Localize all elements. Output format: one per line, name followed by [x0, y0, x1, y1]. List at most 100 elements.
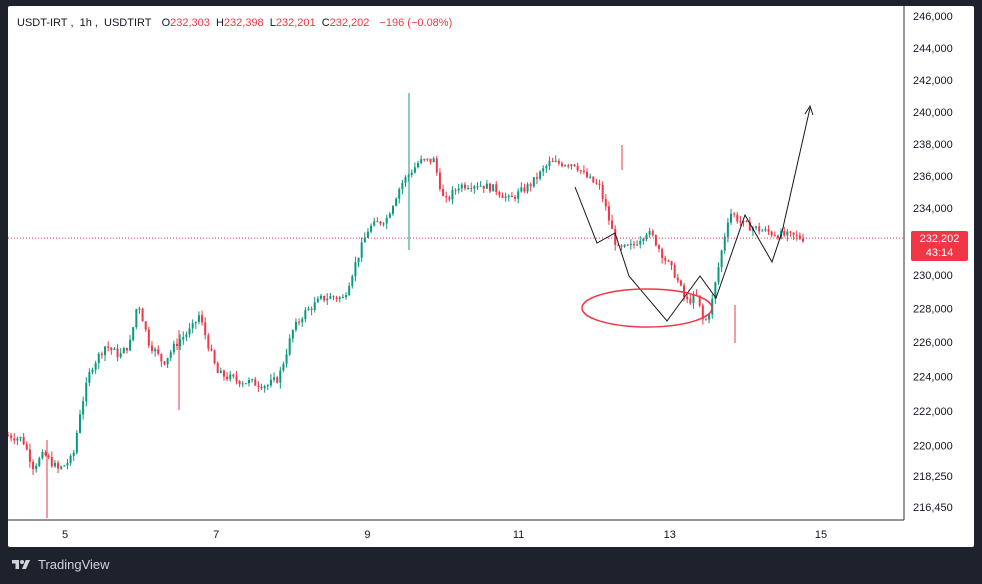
candle-body — [348, 286, 351, 296]
brand-name: TradingView — [38, 557, 110, 572]
candle-body — [401, 182, 404, 190]
candle-body — [332, 296, 335, 298]
candle-body — [442, 188, 445, 197]
candle-body — [420, 159, 423, 164]
candle-body — [701, 305, 704, 320]
candle-body — [182, 337, 185, 340]
candle-body — [232, 374, 235, 377]
candle-body — [470, 188, 473, 190]
candle-body — [573, 164, 576, 167]
candle-body — [82, 401, 85, 415]
bar-countdown: 43:14 — [925, 247, 954, 259]
candle-body — [160, 353, 163, 362]
candle-body — [50, 457, 53, 467]
candle-body — [129, 339, 132, 351]
candle-body — [495, 184, 498, 193]
candle-body — [733, 213, 736, 215]
candle-body — [226, 376, 229, 380]
candle-body — [438, 172, 441, 189]
candle-body — [163, 361, 166, 365]
symbol-label[interactable]: USDT-IRT — [17, 17, 68, 29]
candle-body — [316, 298, 319, 303]
candle-body — [582, 170, 585, 172]
candle-body — [551, 161, 554, 163]
candle-body — [144, 321, 147, 330]
high-label: H — [215, 17, 224, 29]
candle-body — [723, 236, 726, 251]
y-tick-label: 216,450 — [913, 502, 953, 514]
candle-body — [457, 188, 460, 191]
candle-body — [38, 458, 41, 466]
y-tick-label: 240,000 — [913, 107, 953, 119]
candle-body — [279, 370, 282, 383]
candle-body — [388, 213, 391, 218]
candle-body — [755, 226, 758, 228]
candle-body — [742, 220, 745, 222]
candle-body — [607, 206, 610, 221]
candle-body — [41, 452, 44, 459]
candle-body — [589, 176, 592, 178]
candle-body — [323, 295, 326, 301]
candle-body — [795, 234, 798, 236]
candle-body — [138, 308, 141, 310]
candle-body — [529, 184, 532, 187]
candle-body — [485, 183, 488, 189]
candle-body — [57, 462, 60, 469]
chart-canvas[interactable]: 246,000 244,000 242,000 240,000 238,000 236,0… — [8, 6, 974, 547]
y-tick-label: 244,000 — [913, 43, 953, 55]
candle-body — [510, 195, 513, 197]
y-tick-label: 234,000 — [913, 203, 953, 215]
candle-body — [282, 363, 285, 371]
candle-body — [467, 188, 470, 190]
candle-body — [460, 184, 463, 189]
x-tick-label: 9 — [364, 529, 370, 541]
candle-body — [548, 161, 551, 166]
candle-body — [313, 302, 316, 310]
candle-body — [632, 243, 635, 245]
candle-body — [366, 231, 369, 238]
candle-body — [298, 321, 301, 323]
x-tick-label: 15 — [815, 529, 827, 541]
candle-body — [341, 297, 344, 299]
interval-label[interactable]: 1h — [79, 17, 92, 29]
candle-body — [802, 238, 804, 242]
chart-header: USDT-IRT, 1h, USDTIRT O232,303 H232,398 … — [17, 17, 453, 29]
close-label: C — [321, 17, 330, 29]
candle-body — [88, 372, 91, 383]
candle-body — [154, 349, 157, 351]
candle-body — [66, 463, 69, 466]
last-price-tag: 232,202 43:14 — [911, 231, 968, 261]
candle-body — [798, 235, 801, 239]
candle-body — [489, 183, 492, 192]
candle-body — [476, 186, 479, 188]
candle-body — [132, 327, 135, 340]
open-value: 232,303 — [170, 17, 210, 29]
candle-body — [8, 435, 9, 437]
candle-body — [354, 262, 357, 277]
candle-body — [166, 357, 169, 365]
candle-body — [185, 334, 188, 338]
candle-body — [141, 308, 144, 322]
candle-body — [22, 437, 25, 445]
y-tick-label: 224,000 — [913, 372, 953, 384]
candle-body — [85, 382, 88, 402]
candle-body — [326, 298, 329, 301]
candle-body — [576, 166, 579, 171]
candle-body — [319, 295, 322, 299]
candle-body — [213, 350, 216, 364]
highlight-ellipse[interactable] — [581, 288, 713, 328]
candle-body — [329, 296, 332, 299]
candle-body — [639, 241, 642, 245]
candle-body — [100, 353, 103, 356]
candle-body — [454, 190, 457, 192]
candle-body — [338, 297, 341, 299]
footer-brand[interactable]: TradingView — [10, 557, 110, 572]
chart-frame: 246,000 244,000 242,000 240,000 238,000 236,0… — [8, 6, 974, 547]
candle-body — [686, 296, 689, 300]
x-tick-label: 13 — [664, 529, 676, 541]
candle-body — [201, 315, 204, 323]
drawn-path[interactable] — [574, 107, 811, 322]
candle-body — [266, 385, 269, 387]
candle-body — [595, 182, 598, 184]
candle-body — [435, 158, 438, 173]
